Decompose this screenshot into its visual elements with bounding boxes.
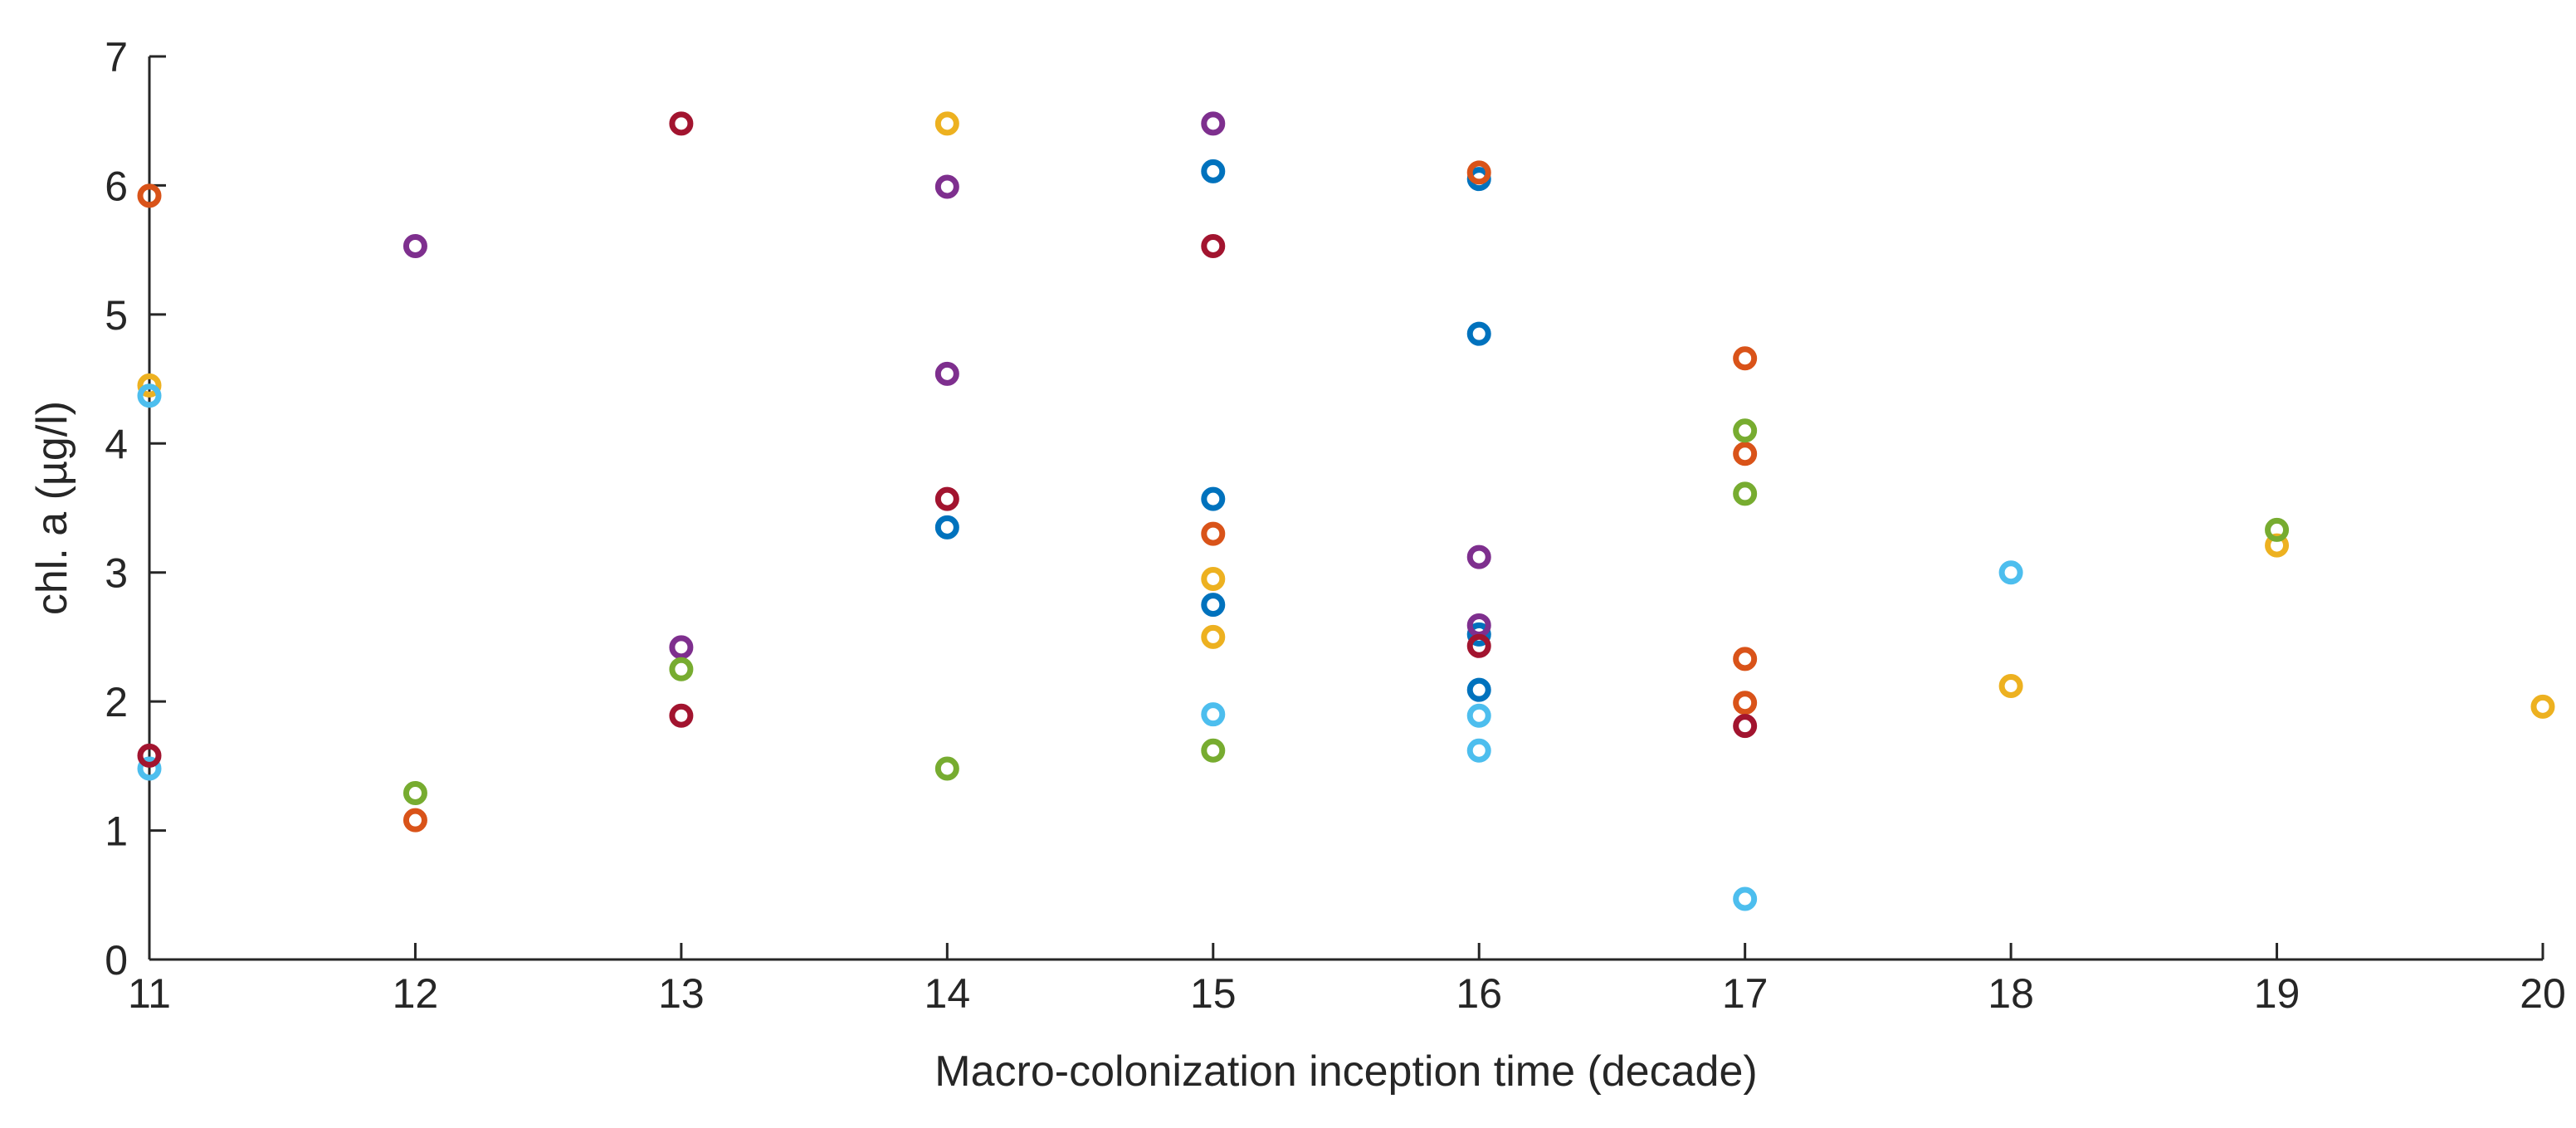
data-point-darkred [669, 703, 694, 728]
data-point-green [669, 657, 694, 681]
data-point-blue [1466, 321, 1491, 346]
data-point-lightblue [1466, 703, 1491, 728]
y-tick-label: 7 [105, 34, 128, 81]
data-point-green [1201, 738, 1226, 763]
data-point-blue [934, 515, 959, 540]
data-point-lightblue [1998, 560, 2023, 585]
data-point-darkred [137, 743, 162, 768]
data-point-yellow [137, 373, 162, 398]
data-point-blue [1201, 593, 1226, 618]
data-point-darkred [1201, 233, 1226, 258]
y-tick-label: 3 [105, 550, 128, 597]
x-tick-label: 16 [1456, 970, 1502, 1017]
data-point-purple [1201, 111, 1226, 136]
data-point-green [1733, 418, 1758, 443]
data-point-purple [669, 635, 694, 660]
data-point-purple [402, 233, 427, 258]
data-point-lightblue [1201, 702, 1226, 727]
data-point-blue [1466, 622, 1491, 647]
data-point-yellow [2530, 694, 2555, 719]
x-tick-label: 13 [658, 970, 705, 1017]
x-tick-label: 11 [128, 970, 171, 1017]
data-point-orange [1733, 647, 1758, 671]
data-point-orange [1466, 160, 1491, 185]
data-point-orange [1733, 346, 1758, 371]
data-point-green [2265, 517, 2290, 542]
data-point-orange [1733, 691, 1758, 715]
x-ticks: 11 12 13 14 15 16 17 18 19 20 [128, 943, 2566, 1017]
data-point-lightblue [137, 756, 162, 781]
y-tick-label: 5 [105, 292, 128, 339]
data-point-orange [1733, 442, 1758, 466]
data-point-blue [1466, 677, 1491, 702]
data-point-darkred [1466, 633, 1491, 658]
data-point-darkred [1733, 714, 1758, 739]
x-tick-label: 14 [925, 970, 971, 1017]
data-point-orange [137, 183, 162, 208]
x-axis-title: Macro-colonization inception time (decad… [934, 1047, 1757, 1096]
x-tick-label: 20 [2520, 970, 2566, 1017]
y-tick-label: 6 [105, 163, 128, 209]
data-point-lightblue [1466, 738, 1491, 763]
data-point-lightblue [137, 383, 162, 408]
x-tick-label: 15 [1190, 970, 1237, 1017]
data-point-orange [402, 808, 427, 833]
x-tick-label: 18 [1988, 970, 2034, 1017]
data-point-green [1733, 481, 1758, 506]
y-tick-label: 2 [105, 679, 128, 725]
y-tick-label: 1 [105, 808, 128, 855]
x-tick-label: 17 [1722, 970, 1769, 1017]
data-point-purple [934, 174, 959, 199]
data-point-lightblue [1733, 886, 1758, 911]
axes [148, 56, 2543, 961]
data-point-yellow [1998, 673, 2023, 698]
data-point-yellow [934, 111, 959, 136]
y-tick-label: 4 [105, 421, 128, 467]
data-point-green [402, 780, 427, 805]
data-point-darkred [934, 486, 959, 511]
data-point-orange [1201, 521, 1226, 546]
data-point-purple [934, 361, 959, 386]
x-tick-label: 19 [2254, 970, 2300, 1017]
y-ticks: 0 1 2 3 4 5 6 7 [105, 34, 166, 984]
data-point-darkred [669, 111, 694, 136]
data-point-green [934, 756, 959, 781]
x-tick-label: 12 [393, 970, 439, 1017]
data-point-blue [1201, 159, 1226, 183]
data-point-yellow [1201, 624, 1226, 649]
y-axis-title: chl. a (µg/l) [28, 401, 76, 615]
data-point-blue [1201, 486, 1226, 511]
data-point-purple [1466, 544, 1491, 569]
data-points [137, 111, 2555, 911]
data-point-yellow [1201, 566, 1226, 591]
y-tick-label: 0 [105, 937, 128, 984]
